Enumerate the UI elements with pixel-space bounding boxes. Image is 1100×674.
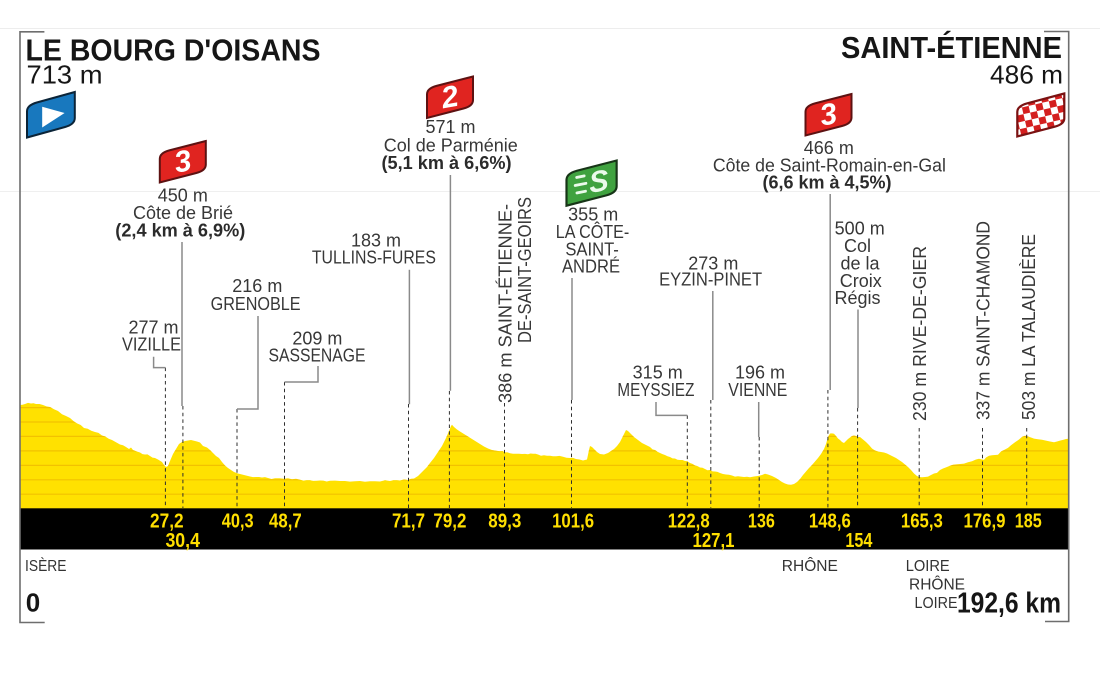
svg-text:216 m: 216 m: [232, 276, 282, 296]
svg-text:ANDRÉ: ANDRÉ: [562, 257, 620, 277]
svg-text:0: 0: [26, 588, 40, 618]
svg-text:Régis: Régis: [834, 288, 880, 308]
svg-text:355 m: 355 m: [568, 205, 618, 225]
svg-text:136: 136: [748, 511, 775, 533]
svg-text:79,2: 79,2: [433, 511, 466, 533]
svg-text:571 m: 571 m: [425, 117, 475, 137]
svg-text:183 m: 183 m: [351, 231, 401, 251]
svg-text:386 m SAINT-ÉTIENNE-: 386 m SAINT-ÉTIENNE-: [496, 204, 516, 403]
svg-text:VIZILLE: VIZILLE: [122, 335, 181, 355]
svg-text:LE BOURG D'OISANS: LE BOURG D'OISANS: [26, 32, 321, 67]
svg-text:3: 3: [172, 144, 194, 179]
svg-text:101,6: 101,6: [552, 511, 594, 533]
svg-text:LOIRE: LOIRE: [906, 558, 950, 575]
svg-text:40,3: 40,3: [222, 511, 254, 533]
svg-text:196 m: 196 m: [735, 363, 785, 383]
svg-text:VIENNE: VIENNE: [728, 380, 787, 400]
svg-text:185: 185: [1015, 511, 1042, 533]
svg-text:486 m: 486 m: [990, 60, 1063, 90]
svg-text:2: 2: [438, 80, 461, 116]
svg-text:SAINT-ÉTIENNE: SAINT-ÉTIENNE: [841, 30, 1062, 65]
svg-text:27,2: 27,2: [150, 511, 184, 533]
svg-text:122,8: 122,8: [668, 511, 710, 533]
svg-text:SAINT-: SAINT-: [565, 239, 619, 259]
svg-text:Côte de Brié: Côte de Brié: [133, 203, 233, 223]
svg-text:Côte de Saint-Romain-en-Gal: Côte de Saint-Romain-en-Gal: [713, 156, 946, 176]
svg-text:(2,4 km à 6,9%): (2,4 km à 6,9%): [115, 221, 245, 241]
svg-text:176,9: 176,9: [964, 511, 1006, 533]
svg-text:Col: Col: [844, 236, 871, 256]
svg-text:GRENOBLE: GRENOBLE: [211, 294, 301, 314]
svg-text:192,6 km: 192,6 km: [957, 588, 1061, 620]
svg-text:315 m: 315 m: [633, 363, 683, 383]
svg-text:48,7: 48,7: [269, 511, 302, 533]
svg-text:450 m: 450 m: [158, 186, 208, 206]
svg-text:de la: de la: [840, 254, 880, 274]
svg-text:EYZIN-PINET: EYZIN-PINET: [659, 270, 762, 290]
svg-text:LOIRE: LOIRE: [915, 595, 958, 612]
svg-text:713 m: 713 m: [27, 60, 103, 90]
svg-text:127,1: 127,1: [693, 530, 735, 552]
svg-text:3: 3: [817, 97, 839, 132]
svg-text:RHÔNE: RHÔNE: [782, 556, 838, 575]
svg-text:209 m: 209 m: [292, 329, 342, 349]
svg-text:148,6: 148,6: [809, 511, 851, 533]
svg-text:(5,1 km à 6,6%): (5,1 km à 6,6%): [382, 153, 512, 173]
svg-text:337 m SAINT-CHAMOND: 337 m SAINT-CHAMOND: [974, 221, 994, 420]
svg-text:165,3: 165,3: [901, 511, 943, 533]
svg-text:Col de Parménie: Col de Parménie: [384, 136, 518, 156]
svg-text:LA CÔTE-: LA CÔTE-: [556, 221, 630, 242]
svg-text:30,4: 30,4: [165, 530, 200, 552]
svg-text:89,3: 89,3: [488, 511, 521, 533]
svg-text:466 m: 466 m: [804, 138, 854, 158]
svg-text:154: 154: [845, 530, 873, 552]
svg-text:MEYSSIEZ: MEYSSIEZ: [617, 380, 694, 400]
svg-text:Croix: Croix: [840, 271, 882, 291]
svg-text:230 m RIVE-DE-GIER: 230 m RIVE-DE-GIER: [910, 246, 930, 421]
svg-text:RHÔNE: RHÔNE: [909, 575, 965, 594]
svg-text:71,7: 71,7: [392, 511, 425, 533]
svg-text:TULLINS-FURES: TULLINS-FURES: [312, 248, 436, 268]
svg-text:SASSENAGE: SASSENAGE: [269, 346, 366, 366]
svg-text:S: S: [588, 163, 610, 200]
svg-text:277 m: 277 m: [128, 318, 178, 338]
svg-text:503 m LA TALAUDIÈRE: 503 m LA TALAUDIÈRE: [1019, 234, 1039, 420]
svg-text:ISÈRE: ISÈRE: [25, 556, 67, 575]
svg-text:(6,6 km à 4,5%): (6,6 km à 4,5%): [763, 173, 892, 193]
svg-text:500 m: 500 m: [835, 218, 885, 238]
svg-text:DE-SAINT-GEOIRS: DE-SAINT-GEOIRS: [515, 197, 535, 343]
svg-text:273 m: 273 m: [688, 253, 738, 273]
